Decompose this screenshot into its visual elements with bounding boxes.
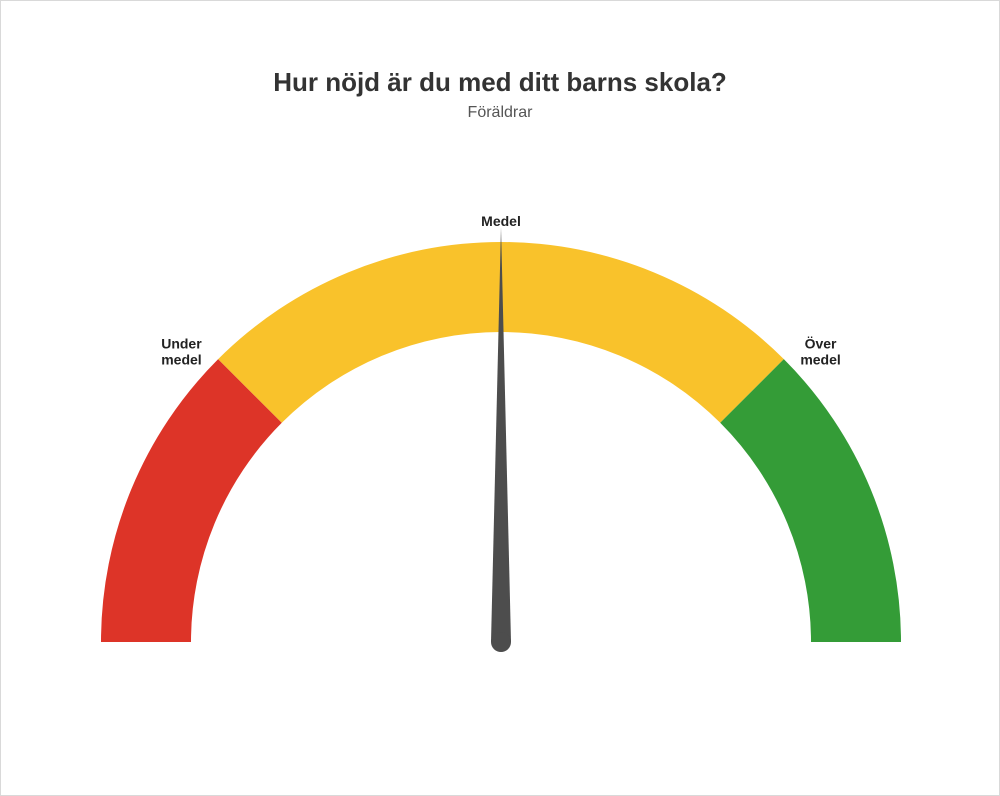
gauge-needle-hub — [491, 632, 511, 652]
gauge-label-left: Undermedel — [161, 335, 202, 367]
chart-subtitle: Föräldrar — [1, 104, 999, 122]
gauge-segment-2 — [720, 359, 901, 642]
chart-frame: Hur nöjd är du med ditt barns skola? För… — [0, 0, 1000, 796]
gauge-label-center: Medel — [481, 213, 521, 229]
gauge-segment-0 — [101, 359, 282, 642]
chart-title: Hur nöjd är du med ditt barns skola? — [1, 67, 999, 98]
gauge-chart: Undermedel Medel Övermedel — [1, 122, 1000, 762]
gauge-label-right: Övermedel — [800, 335, 840, 367]
